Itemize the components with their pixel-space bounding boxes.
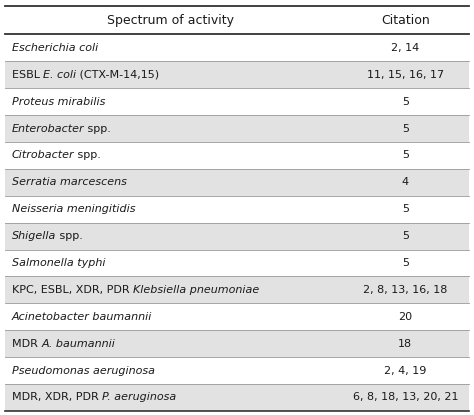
Bar (5, 330, 469, 357)
Text: 5: 5 (402, 124, 409, 134)
Text: 18: 18 (398, 339, 412, 349)
Text: Klebsiella pneumoniae: Klebsiella pneumoniae (133, 285, 259, 295)
Text: Citrobacter: Citrobacter (12, 150, 74, 161)
Text: spp.: spp. (84, 124, 111, 134)
Text: Salmonella typhi: Salmonella typhi (12, 258, 105, 268)
Text: Neisseria meningitidis: Neisseria meningitidis (12, 204, 136, 214)
Text: Shigella: Shigella (12, 231, 56, 241)
Text: Citation: Citation (381, 14, 429, 27)
Text: 5: 5 (402, 204, 409, 214)
Bar (5, 61, 469, 88)
Bar (5, 222, 469, 249)
Text: Serratia marcescens: Serratia marcescens (12, 177, 127, 187)
Text: 2, 4, 19: 2, 4, 19 (384, 366, 427, 376)
Text: P. aeruginosa: P. aeruginosa (102, 393, 176, 403)
Text: 4: 4 (401, 177, 409, 187)
Bar (5, 276, 469, 303)
Text: Spectrum of activity: Spectrum of activity (107, 14, 234, 27)
Text: 5: 5 (402, 231, 409, 241)
Text: Proteus mirabilis: Proteus mirabilis (12, 97, 105, 107)
Text: 2, 14: 2, 14 (391, 43, 419, 53)
Bar (5, 115, 469, 142)
Text: E. coli: E. coli (43, 70, 76, 80)
Text: Escherichia coli: Escherichia coli (12, 43, 98, 53)
Text: 5: 5 (402, 97, 409, 107)
Text: 2, 8, 13, 16, 18: 2, 8, 13, 16, 18 (363, 285, 447, 295)
Text: MDR, XDR, PDR: MDR, XDR, PDR (12, 393, 102, 403)
Text: MDR: MDR (12, 339, 41, 349)
Text: 6, 8, 18, 13, 20, 21: 6, 8, 18, 13, 20, 21 (353, 393, 458, 403)
Text: (CTX-M-14,15): (CTX-M-14,15) (76, 70, 160, 80)
Text: 5: 5 (402, 258, 409, 268)
Bar (5, 384, 469, 411)
Text: Enterobacter: Enterobacter (12, 124, 84, 134)
Text: spp.: spp. (56, 231, 83, 241)
Text: ESBL: ESBL (12, 70, 43, 80)
Text: Acinetobacter baumannii: Acinetobacter baumannii (12, 312, 152, 322)
Text: Pseudomonas aeruginosa: Pseudomonas aeruginosa (12, 366, 155, 376)
Text: spp.: spp. (74, 150, 101, 161)
Text: 11, 15, 16, 17: 11, 15, 16, 17 (367, 70, 444, 80)
Bar (5, 169, 469, 196)
Text: 5: 5 (402, 150, 409, 161)
Text: A. baumannii: A. baumannii (41, 339, 115, 349)
Text: 20: 20 (398, 312, 412, 322)
Text: KPC, ESBL, XDR, PDR: KPC, ESBL, XDR, PDR (12, 285, 133, 295)
